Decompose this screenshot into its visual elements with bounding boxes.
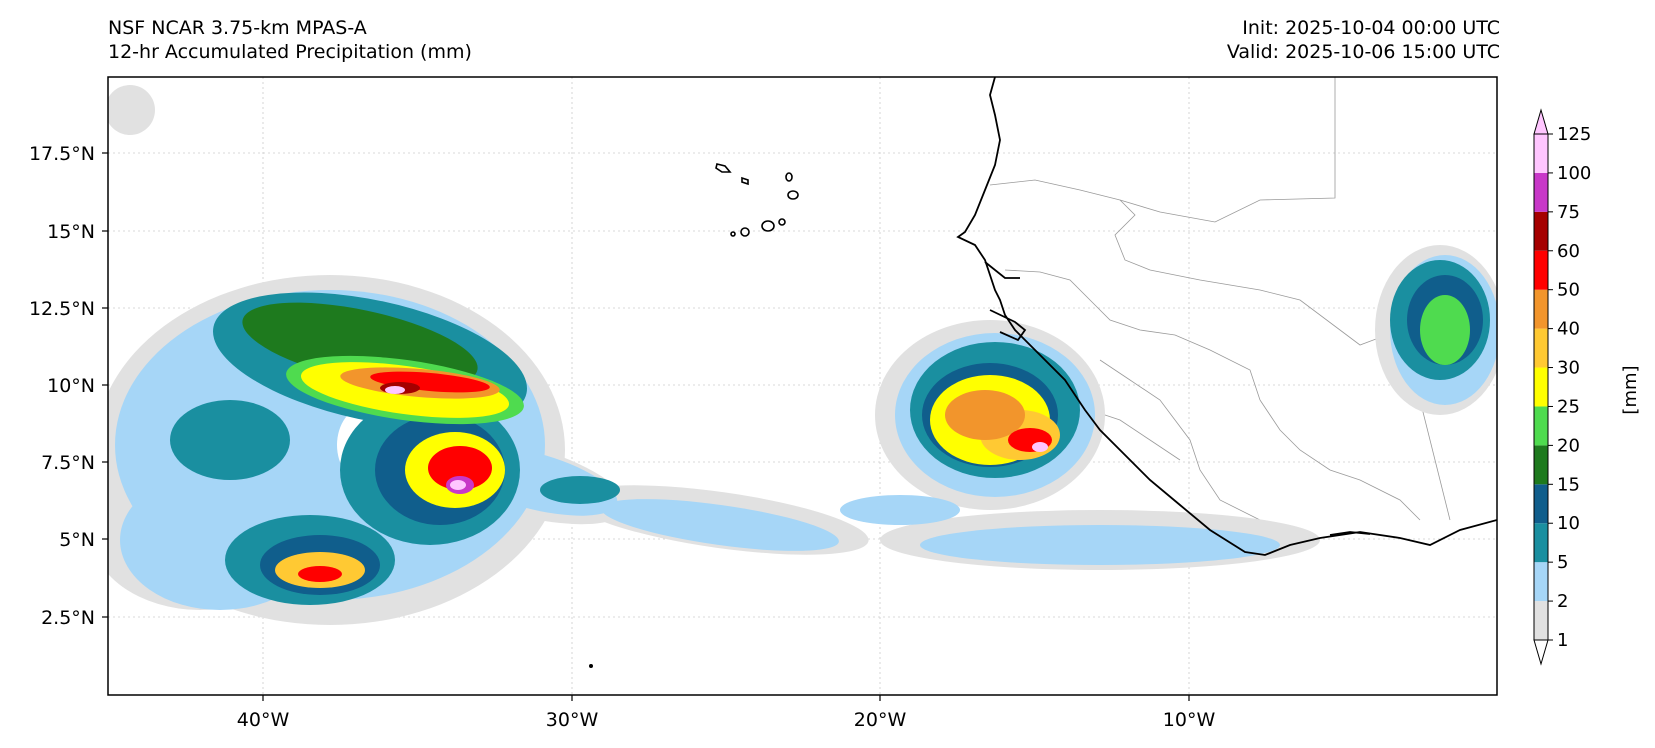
lat-label: 7.5°N bbox=[41, 452, 95, 474]
precip-75plus-mm bbox=[380, 382, 1048, 494]
colorbar-level-label: 50 bbox=[1557, 280, 1580, 301]
field-name: 12-hr Accumulated Precipitation (mm) bbox=[108, 41, 472, 63]
lat-label: 17.5°N bbox=[29, 143, 95, 165]
lon-label: 30°W bbox=[546, 709, 599, 731]
colorbar-segment bbox=[1534, 367, 1548, 407]
cape-verde-islands bbox=[715, 163, 799, 237]
map-frame bbox=[107, 76, 1498, 696]
coastline bbox=[956, 77, 1497, 556]
colorbar-extend-bottom bbox=[1533, 639, 1549, 666]
colorbar-level-label: 75 bbox=[1557, 202, 1580, 223]
model-name: NSF NCAR 3.75-km MPAS-A bbox=[108, 17, 367, 39]
plot-title-right: Init: 2025-10-04 00:00 UTC Valid: 2025-1… bbox=[1227, 16, 1500, 64]
colorbar-segment bbox=[1534, 484, 1548, 524]
colorbar-segment bbox=[1534, 250, 1548, 290]
lon-label: 10°W bbox=[1163, 709, 1216, 731]
colorbar-level-label: 15 bbox=[1557, 474, 1580, 495]
colorbar-segment bbox=[1534, 601, 1548, 640]
colorbar-segment bbox=[1534, 406, 1548, 446]
lat-label: 15°N bbox=[47, 221, 95, 243]
colorbar-segment bbox=[1534, 523, 1548, 563]
colorbar-segment bbox=[1534, 172, 1548, 212]
country-borders bbox=[989, 77, 1497, 521]
lat-label: 12.5°N bbox=[29, 298, 95, 320]
colorbar-level-label: 2 bbox=[1557, 591, 1568, 612]
colorbar-level-label: 20 bbox=[1557, 435, 1580, 456]
colorbar-level-label: 60 bbox=[1557, 241, 1580, 262]
colorbar-level-label: 1 bbox=[1557, 630, 1568, 651]
valid-time: Valid: 2025-10-06 15:00 UTC bbox=[1226, 41, 1500, 63]
colorbar-level-label: 30 bbox=[1557, 358, 1580, 379]
colorbar-level-label: 10 bbox=[1557, 513, 1580, 534]
colorbar-segment bbox=[1534, 328, 1548, 368]
colorbar-segment bbox=[1534, 211, 1548, 251]
precip-40-75mm bbox=[298, 367, 1052, 582]
lat-labels: 17.5°N 15°N 12.5°N 10°N 7.5°N 5°N 2.5°N bbox=[29, 143, 95, 629]
colorbar-segment bbox=[1534, 562, 1548, 602]
axis-ticks bbox=[102, 152, 1190, 701]
colorbar-segment bbox=[1534, 289, 1548, 329]
colorbar-level-label: 125 bbox=[1557, 124, 1591, 145]
lat-label: 10°N bbox=[47, 375, 95, 397]
colorbar-unit-label: [mm] bbox=[1620, 365, 1641, 414]
plot-title-left: NSF NCAR 3.75-km MPAS-A 12-hr Accumulate… bbox=[108, 16, 472, 64]
colorbar-segment bbox=[1534, 134, 1548, 173]
small-island bbox=[589, 664, 593, 668]
colorbar-level-label: 5 bbox=[1557, 552, 1568, 573]
colorbar-extend-top bbox=[1533, 108, 1549, 135]
lon-label: 20°W bbox=[854, 709, 907, 731]
lon-label: 40°W bbox=[237, 709, 290, 731]
lon-labels: 40°W 30°W 20°W 10°W bbox=[237, 709, 1216, 731]
colorbar-outline bbox=[1533, 133, 1549, 641]
colorbar-level-label: 100 bbox=[1557, 163, 1591, 184]
colorbar-level-label: 40 bbox=[1557, 319, 1580, 340]
colorbar-segment bbox=[1534, 445, 1548, 485]
init-time: Init: 2025-10-04 00:00 UTC bbox=[1242, 17, 1500, 39]
lat-label: 5°N bbox=[59, 529, 95, 551]
lat-label: 2.5°N bbox=[41, 607, 95, 629]
map-panel bbox=[108, 77, 1497, 695]
colorbar-level-label: 25 bbox=[1557, 396, 1580, 417]
